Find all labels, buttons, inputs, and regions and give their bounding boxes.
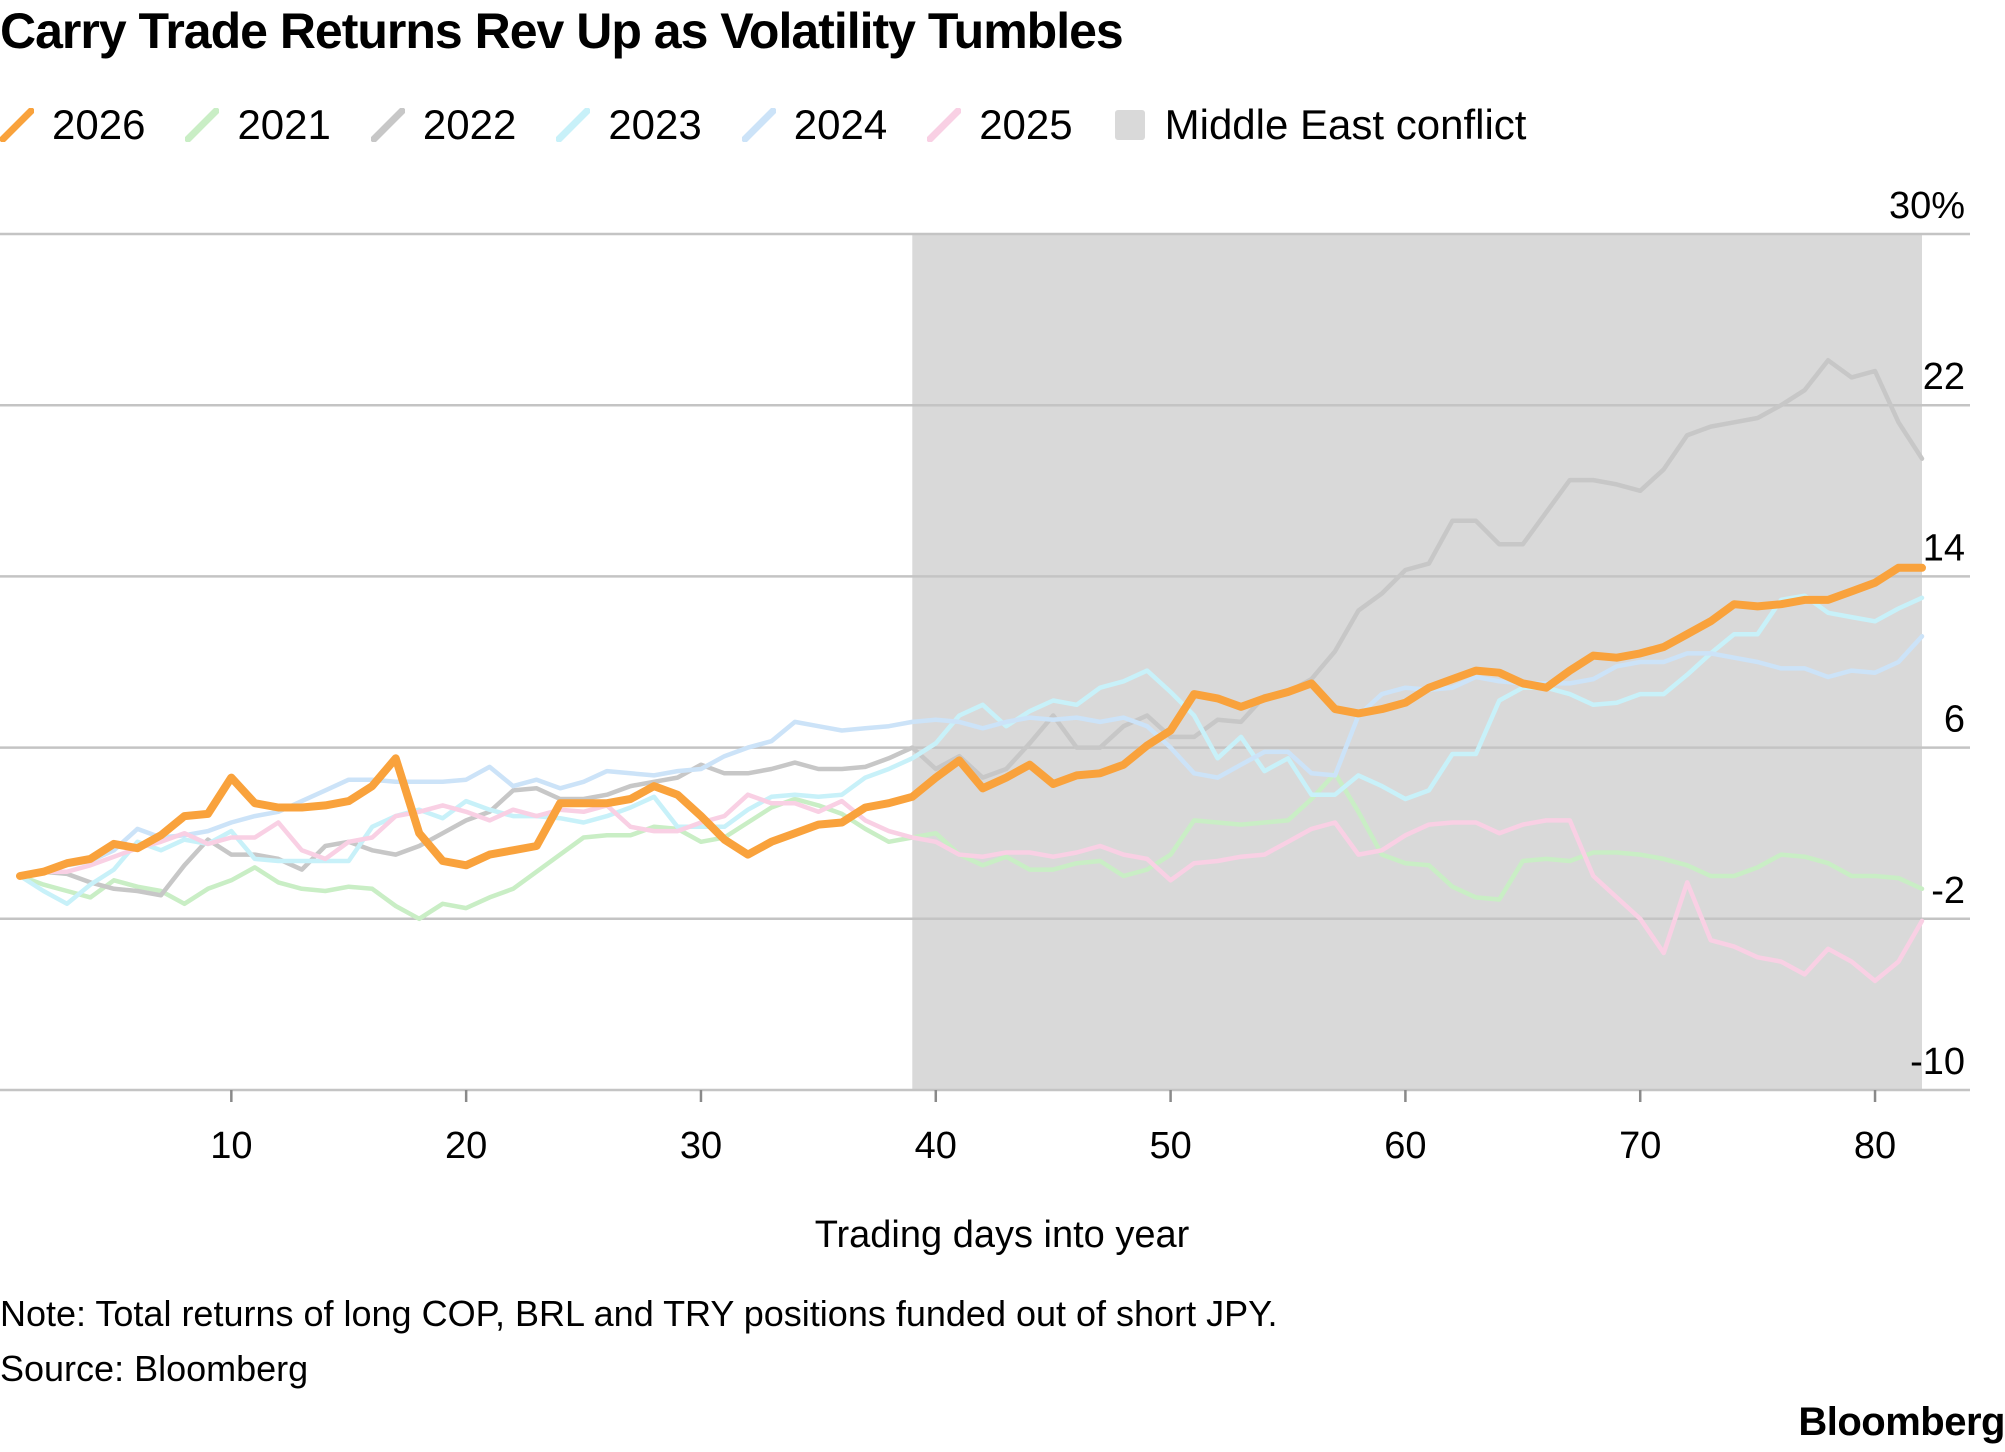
series-line-2024 (17, 634, 1925, 879)
legend-label-2024: 2024 (793, 101, 888, 148)
legend-item-2021: 2021 (185, 101, 331, 149)
x-tick-layer: 10 20 30 40 50 60 70 80 (210, 1090, 1896, 1167)
legend-item-2022: 2022 (370, 101, 517, 149)
y-tick-label-layer: 30% 22 14 6 -2 -10 (1889, 185, 1965, 1083)
series-line-2023 (17, 593, 1925, 907)
series-line-2022 (17, 358, 1925, 898)
x-tick-label-40: 40 (915, 1125, 957, 1167)
x-tick-label-10: 10 (210, 1125, 252, 1167)
y-tick-label-6: 6 (1944, 699, 1965, 741)
x-tick-label-80: 80 (1854, 1125, 1896, 1167)
legend-label-2021: 2021 (237, 101, 331, 148)
legend-label-middle-east-conflict: Middle East conflict (1164, 101, 1527, 148)
line-chart: 30% 22 14 6 -2 -10 10 20 30 40 50 60 70 80 Trading d… (0, 185, 1970, 1256)
legend-swatch-middle-east-conflict (1114, 110, 1145, 140)
source-line: Source: Bloomberg (0, 1348, 309, 1389)
legend-label-2023: 2023 (608, 101, 702, 148)
series-layer (16, 358, 1926, 984)
series-line-2021 (17, 771, 1925, 922)
legend-item-2023: 2023 (556, 101, 702, 149)
chart-title: Carry Trade Returns Rev Up as Volatility… (0, 3, 1124, 59)
y-tick-label--10: -10 (1910, 1041, 1965, 1083)
y-tick-label-14: 14 (1923, 527, 1965, 569)
y-tick-label-30: 30% (1889, 185, 1965, 227)
legend-item-middle-east-conflict: Middle East conflict (1113, 101, 1527, 149)
legend-item-2024: 2024 (741, 101, 888, 149)
legend-swatch-2022 (370, 108, 405, 142)
y-tick-label--2: -2 (1931, 870, 1965, 912)
x-tick-label-20: 20 (445, 1125, 487, 1167)
legend-swatch-2025 (927, 108, 962, 142)
x-tick-label-70: 70 (1619, 1125, 1661, 1167)
x-tick-label-50: 50 (1149, 1125, 1191, 1167)
legend-swatch-2023 (556, 108, 591, 142)
x-tick-label-60: 60 (1384, 1125, 1426, 1167)
legend-swatch-2021 (185, 108, 220, 142)
legend-item-2026: 2026 (0, 101, 145, 149)
legend-item-2025: 2025 (927, 101, 1073, 149)
legend: 2026 2021 2022 2023 2024 2025 Middle Eas… (0, 95, 1566, 155)
x-tick-label-30: 30 (680, 1125, 722, 1167)
legend-label-2025: 2025 (979, 101, 1073, 148)
legend-swatch-2026 (0, 108, 34, 142)
y-tick-label-22: 22 (1923, 356, 1965, 398)
x-axis-title: Trading days into year (815, 1214, 1190, 1256)
legend-label-2022: 2022 (422, 101, 517, 148)
bloomberg-logo: Bloomberg (1798, 1400, 2005, 1444)
legend-swatch-2024 (741, 108, 776, 142)
legend-label-2026: 2026 (52, 101, 146, 148)
footnote: Note: Total returns of long COP, BRL and… (0, 1293, 1278, 1334)
series-line-2025 (17, 792, 1925, 984)
series-line-2026 (16, 563, 1926, 880)
